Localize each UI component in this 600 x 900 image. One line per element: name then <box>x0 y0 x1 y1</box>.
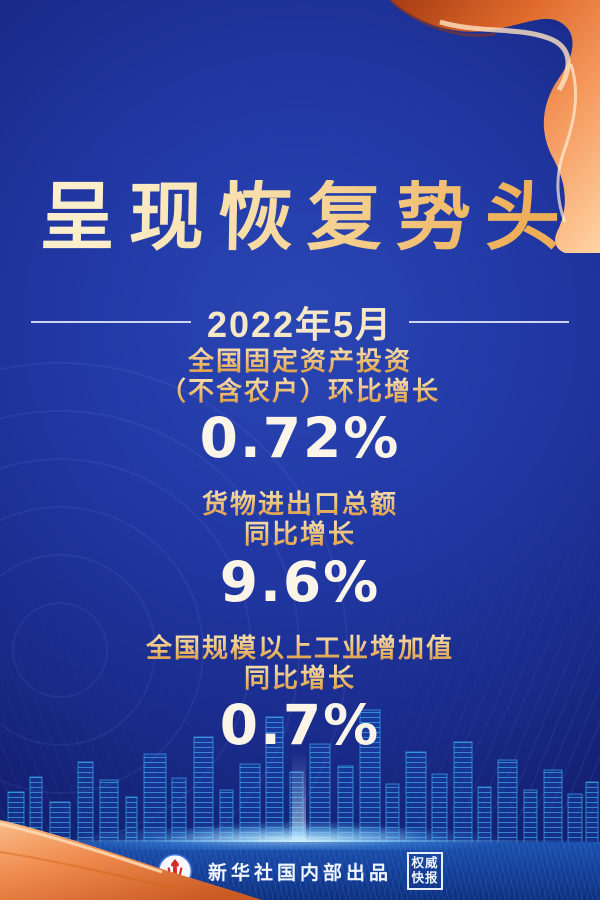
stat-label-line2: 同比增长 <box>0 663 600 693</box>
badge-line2: 快报 <box>411 871 439 885</box>
stat-value: 0.7% <box>219 692 381 757</box>
period-row: 2022年5月 <box>0 296 600 348</box>
stat-label-line1: 全国固定资产投资 <box>0 346 600 376</box>
footer: 新华社国内部出品 权威 快报 <box>0 852 600 890</box>
authority-news-badge: 权威 快报 <box>407 852 443 890</box>
stat-label-line1: 货物进出口总额 <box>0 489 600 519</box>
period-label: 2022年5月 <box>206 304 394 345</box>
xinhua-emblem-icon <box>157 853 193 889</box>
stat-label-line2: （不含农户）环比增长 <box>0 376 600 406</box>
stat-value: 9.6% <box>219 549 381 614</box>
stat-block-fixed-asset-investment: 全国固定资产投资 （不含农户）环比增长 0.72% <box>0 346 600 466</box>
period-divider-left <box>30 321 191 323</box>
statistics-list: 全国固定资产投资 （不含农户）环比增长 0.72% 货物进出口总额 同比增长 9… <box>0 346 600 776</box>
badge-line1: 权威 <box>411 856 439 870</box>
stat-value: 0.72% <box>199 406 401 471</box>
stat-block-goods-import-export: 货物进出口总额 同比增长 9.6% <box>0 489 600 609</box>
stat-label-line1: 全国规模以上工业增加值 <box>0 633 600 663</box>
stat-block-industrial-added-value: 全国规模以上工业增加值 同比增长 0.7% <box>0 633 600 753</box>
producer-label: 新华社国内部出品 <box>207 862 392 884</box>
page-title: 呈现恢复势头 <box>39 175 575 259</box>
stat-label-line2: 同比增长 <box>0 519 600 549</box>
period-divider-right <box>409 321 570 323</box>
